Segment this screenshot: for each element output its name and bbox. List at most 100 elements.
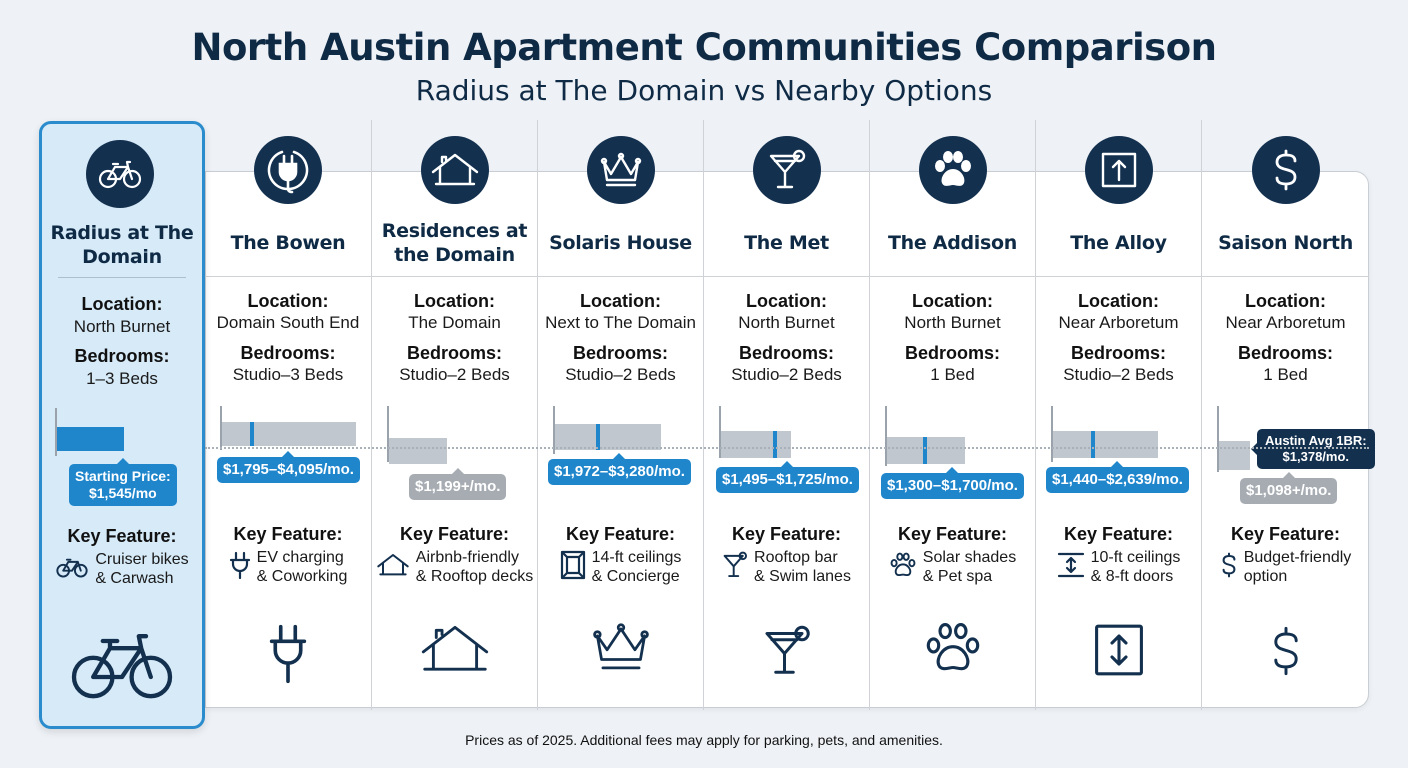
crown-icon bbox=[590, 622, 652, 677]
feature-line-1: Rooftop bar bbox=[754, 549, 838, 566]
feature-line-2: & 8-ft doors bbox=[1090, 568, 1174, 585]
location-label: Location: bbox=[414, 291, 495, 311]
price-tag: $1,795–$4,095/mo. bbox=[217, 451, 360, 483]
price-axis bbox=[1217, 406, 1219, 472]
header-divider bbox=[205, 276, 1369, 277]
location-value: North Burnet bbox=[73, 317, 171, 336]
feature-line-2: & Coworking bbox=[256, 568, 348, 585]
key-feature: EV charging & Coworking bbox=[205, 548, 371, 586]
feature-line-1: 14-ft ceilings bbox=[591, 549, 682, 566]
community-column-the-alloy: The Alloy Location: Near Arboretum Bedro… bbox=[1035, 120, 1201, 710]
dollar-icon bbox=[1220, 550, 1238, 585]
price-tag: Starting Price: $1,545/mo bbox=[69, 458, 177, 506]
cocktail-icon bbox=[722, 550, 748, 585]
key-feature: 14-ft ceilings & Concierge bbox=[538, 548, 703, 586]
feature-line-2: option bbox=[1243, 568, 1288, 585]
price-tag: $1,440–$2,639/mo. bbox=[1046, 461, 1189, 493]
feature-line-1: EV charging bbox=[256, 549, 344, 566]
bicycle-icon bbox=[68, 629, 176, 706]
key-feature: Cruiser bikes & Carwash bbox=[42, 550, 202, 588]
location-label: Location: bbox=[746, 291, 827, 311]
community-name: The Addison bbox=[888, 232, 1017, 254]
feature-line-2: & Rooftop decks bbox=[415, 568, 534, 585]
community-column-solaris-house: Solaris House Location: Next to The Doma… bbox=[537, 120, 703, 710]
bedrooms-label: Bedrooms: bbox=[1237, 343, 1333, 363]
location-value: North Burnet bbox=[904, 313, 1001, 332]
austin-avg-value: $1,378/mo. bbox=[1282, 449, 1350, 464]
price-range-bar bbox=[389, 438, 447, 464]
feature-line-2: & Pet spa bbox=[922, 568, 993, 585]
austin-avg-reference-line bbox=[205, 447, 1369, 449]
bedrooms-value: Studio–2 Beds bbox=[399, 365, 510, 384]
bedrooms-label: Bedrooms: bbox=[1070, 343, 1166, 363]
location-value: Near Arboretum bbox=[1058, 313, 1179, 332]
bedrooms-label: Bedrooms: bbox=[738, 343, 834, 363]
feature-line-2: & Carwash bbox=[95, 570, 174, 587]
plug-icon bbox=[229, 551, 251, 584]
key-feature-label: Key Feature: bbox=[565, 524, 676, 544]
community-name: Solaris House bbox=[549, 232, 692, 254]
ceiling-height-icon bbox=[1057, 551, 1085, 584]
community-column-saison-north: Saison North Location: Near Arboretum Be… bbox=[1201, 120, 1375, 710]
price-range-bar bbox=[222, 422, 356, 446]
dollar-icon bbox=[1251, 136, 1320, 204]
price-marker bbox=[1091, 431, 1095, 458]
location-value: The Domain bbox=[408, 313, 501, 332]
price-tag-line-1: Starting Price: bbox=[75, 468, 171, 484]
location-label: Location: bbox=[1078, 291, 1159, 311]
community-name: Saison North bbox=[1218, 232, 1353, 254]
price-marker bbox=[773, 431, 777, 458]
community-name: Radius at The Domain bbox=[50, 222, 194, 268]
location-label: Location: bbox=[580, 291, 661, 311]
price-axis bbox=[553, 406, 555, 454]
key-feature-label: Key Feature: bbox=[1063, 524, 1174, 544]
community-column-radius: Radius at The Domain Location: North Bur… bbox=[39, 121, 205, 729]
price-axis bbox=[387, 406, 389, 462]
bicycle-icon bbox=[86, 140, 154, 208]
feature-line-2: & Concierge bbox=[591, 568, 680, 585]
price-tag: $1,300–$1,700/mo. bbox=[881, 467, 1024, 499]
crown-icon bbox=[586, 136, 655, 204]
price-bar bbox=[57, 427, 124, 451]
price-tag: $1,098+/mo. bbox=[1240, 472, 1338, 504]
paw-icon bbox=[924, 622, 982, 679]
feature-line-1: Cruiser bikes bbox=[95, 551, 189, 568]
bedrooms-value: 1–3 Beds bbox=[86, 369, 158, 388]
location-label: Location: bbox=[912, 291, 993, 311]
key-feature-label: Key Feature: bbox=[1230, 524, 1341, 544]
paw-icon bbox=[889, 552, 917, 583]
price-marker bbox=[923, 437, 927, 464]
cocktail-icon bbox=[752, 136, 821, 204]
cocktail-icon bbox=[762, 622, 812, 685]
location-label: Location: bbox=[247, 291, 329, 311]
bedrooms-label: Bedrooms: bbox=[572, 343, 668, 363]
house-icon bbox=[376, 553, 410, 582]
location-label: Location: bbox=[1245, 291, 1326, 311]
bedrooms-label: Bedrooms: bbox=[74, 346, 170, 366]
price-tag-line-2: $1,545/mo bbox=[88, 485, 157, 501]
key-feature: Solar shades & Pet spa bbox=[870, 548, 1035, 586]
community-column-the-addison: The Addison Location: North Burnet Bedro… bbox=[869, 120, 1035, 710]
price-axis bbox=[1051, 406, 1053, 462]
location-value: Domain South End bbox=[216, 313, 360, 332]
bedrooms-value: Studio–2 Beds bbox=[1063, 365, 1174, 384]
bedrooms-value: Studio–3 Beds bbox=[232, 365, 344, 384]
community-name: The Met bbox=[744, 232, 829, 254]
key-feature-label: Key Feature: bbox=[731, 524, 842, 544]
bedrooms-value: 1 Bed bbox=[930, 365, 975, 384]
community-name: Residences at the Domain bbox=[381, 220, 528, 266]
feature-line-1: Airbnb-friendly bbox=[415, 549, 519, 566]
key-feature-label: Key Feature: bbox=[67, 526, 177, 546]
bedrooms-value: 1 Bed bbox=[1263, 365, 1308, 384]
price-tag: $1,972–$3,280/mo. bbox=[548, 453, 691, 485]
key-feature-label: Key Feature: bbox=[399, 524, 510, 544]
bedrooms-value: Studio–2 Beds bbox=[731, 365, 842, 384]
price-axis bbox=[55, 408, 57, 456]
plug-icon bbox=[254, 136, 322, 204]
key-feature-label: Key Feature: bbox=[897, 524, 1008, 544]
price-range-bar bbox=[555, 424, 661, 450]
austin-avg-tag: Austin Avg 1BR: $1,378/mo. bbox=[1251, 429, 1375, 469]
austin-avg-label: Austin Avg 1BR: bbox=[1265, 433, 1367, 448]
paw-icon bbox=[918, 136, 987, 204]
key-feature: Airbnb-friendly & Rooftop decks bbox=[372, 548, 537, 586]
